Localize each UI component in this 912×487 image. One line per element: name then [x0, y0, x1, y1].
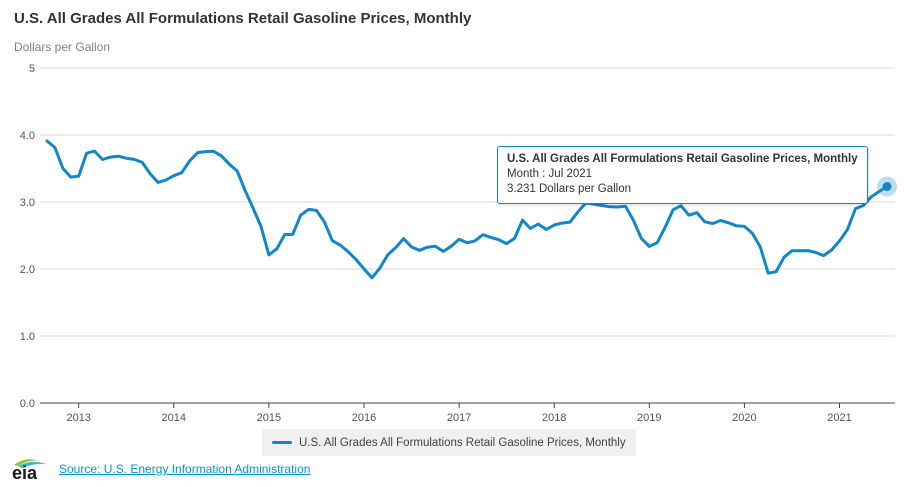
x-axis-tick-label: 2019: [637, 412, 661, 424]
legend-label: U.S. All Grades All Formulations Retail …: [299, 436, 626, 449]
tooltip-value: 3.231 Dollars per Gallon: [507, 183, 632, 195]
source-link[interactable]: Source: U.S. Energy Information Administ…: [59, 462, 311, 476]
eia-logo: eia: [12, 459, 46, 483]
chart-title: U.S. All Grades All Formulations Retail …: [14, 10, 472, 27]
series-line[interactable]: [45, 139, 889, 280]
footer: eia Source: U.S. Energy Information Admi…: [10, 455, 310, 483]
eia-logo-green-swoosh: [14, 459, 40, 466]
tooltip-series-title: U.S. All Grades All Formulations Retail …: [507, 153, 858, 165]
x-axis-tick-label: 2014: [162, 412, 186, 424]
x-axis-tick-label: 2021: [827, 412, 851, 424]
y-axis-tick-label: 3.0: [20, 197, 35, 209]
y-axis-tick-label: 0.0: [20, 398, 35, 410]
x-axis-tick-label: 2015: [257, 412, 281, 424]
tooltip-month: Month : Jul 2021: [507, 168, 593, 180]
chart-y-units-label: Dollars per Gallon: [14, 40, 111, 54]
y-axis-tick-label: 5: [29, 63, 35, 75]
x-axis-tick-label: 2013: [66, 412, 90, 424]
x-axis-tick-label: 2020: [732, 412, 756, 424]
y-axis-tick-label: 2.0: [20, 264, 35, 276]
legend-item[interactable]: U.S. All Grades All Formulations Retail …: [262, 429, 636, 456]
legend-line-swatch: [272, 441, 292, 444]
eia-logo-blue-swoosh: [18, 461, 46, 468]
y-axis-tick-label: 1.0: [20, 331, 35, 343]
x-axis-tick-label: 2016: [352, 412, 376, 424]
x-axis-tick-label: 2018: [542, 412, 566, 424]
eia-logo-text: eia: [12, 463, 38, 483]
y-axis-tick-label: 4.0: [20, 130, 35, 142]
x-axis-tick-label: 2017: [447, 412, 471, 424]
last-point-marker[interactable]: [882, 182, 892, 192]
tooltip: U.S. All Grades All Formulations Retail …: [497, 146, 868, 204]
